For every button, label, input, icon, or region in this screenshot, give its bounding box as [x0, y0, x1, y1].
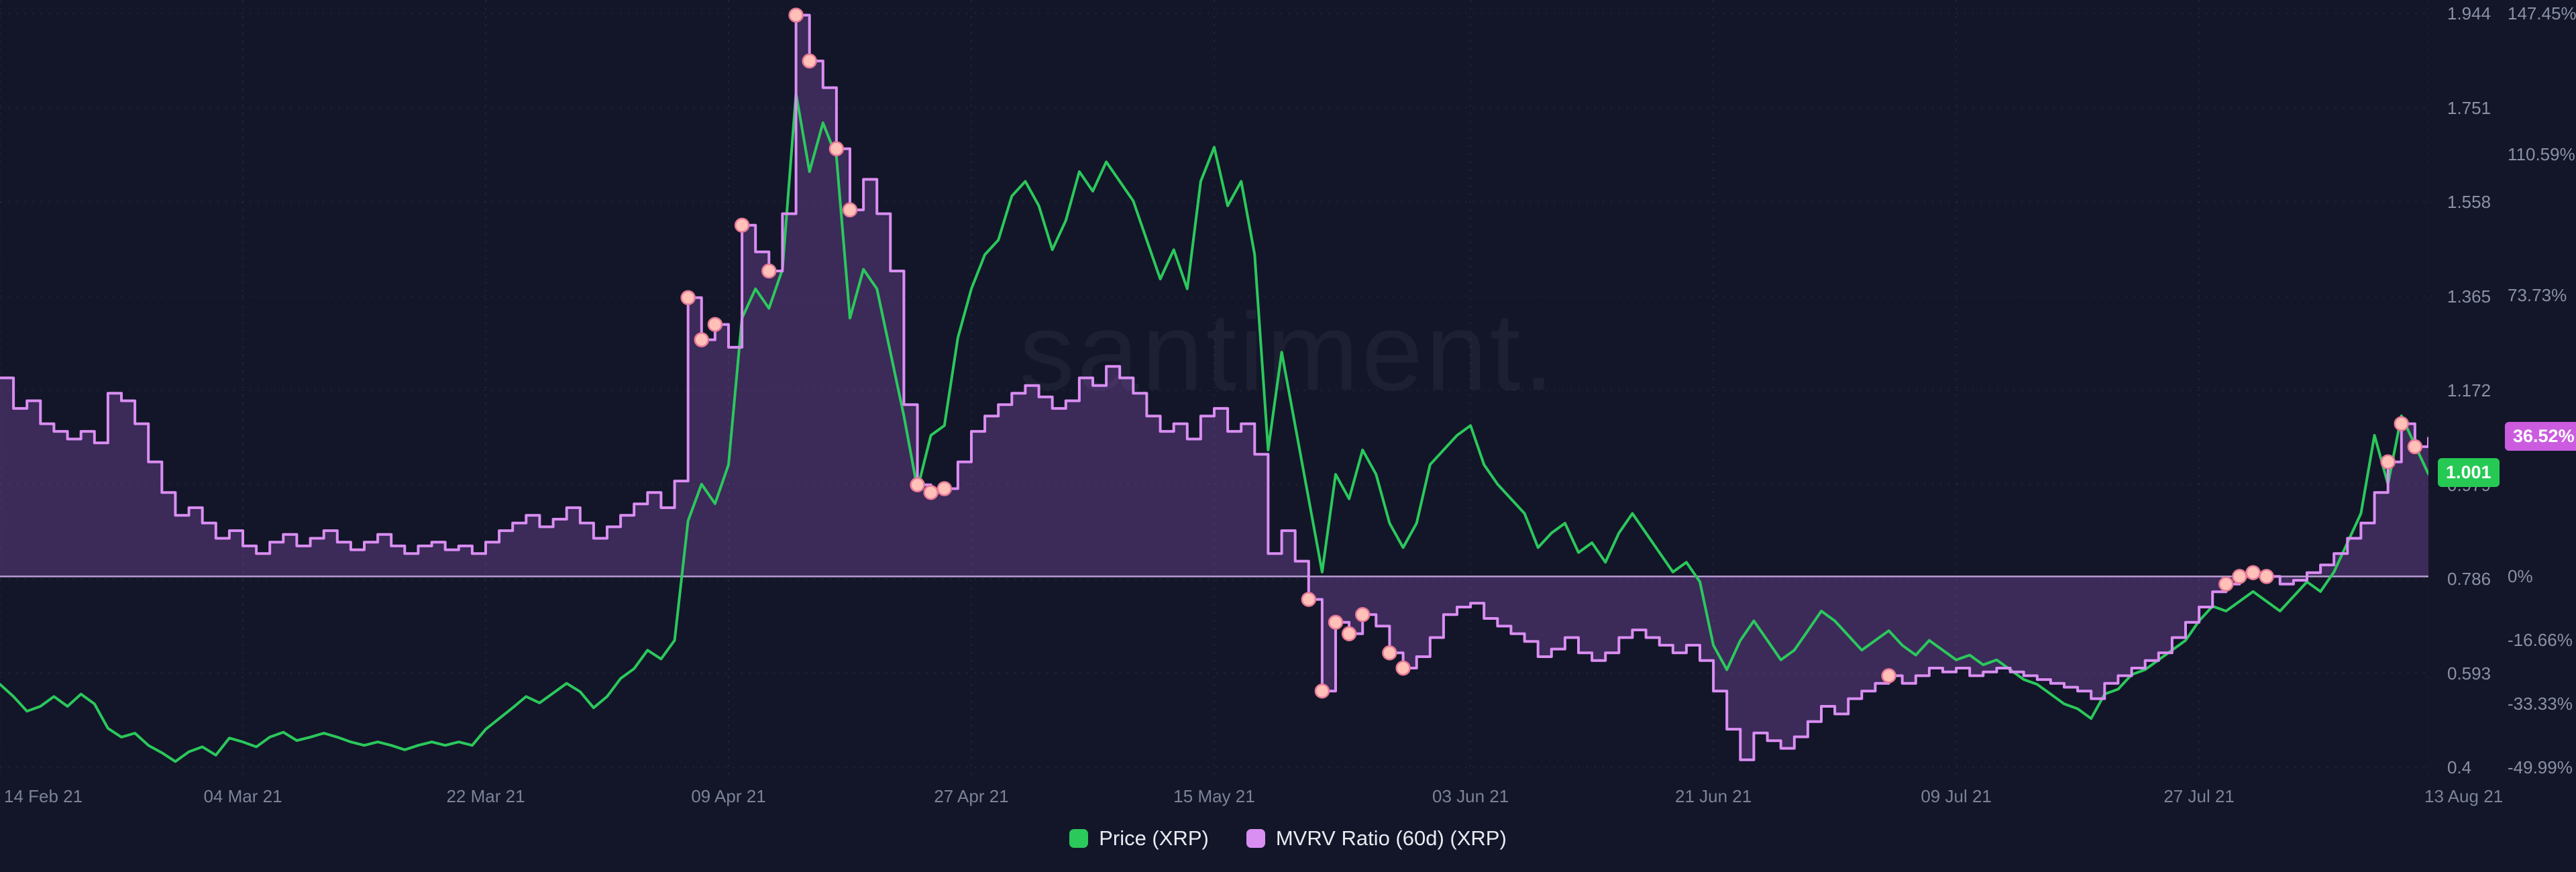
mvrv-marker-dot-icon [1341, 626, 1357, 642]
mvrv-series-swatch-icon [1246, 829, 1265, 848]
price-axis-tick-label: 0.593 [2447, 663, 2491, 684]
mvrv-marker-dot-icon [1314, 683, 1330, 699]
price-axis-tick-label: 0.4 [2447, 757, 2472, 777]
x-axis-tick-label: 22 Mar 21 [446, 786, 525, 806]
price-axis-tick-label: 1.558 [2447, 192, 2491, 212]
x-axis-tick-label: 15 May 21 [1173, 786, 1255, 806]
price-line [0, 92, 2428, 763]
watermark: santiment. [1019, 290, 1557, 413]
percent-axis-tick-label: -33.33% [2508, 694, 2573, 714]
mvrv-marker-dot-icon [923, 484, 938, 500]
chart-plot-area[interactable] [0, 0, 2428, 778]
mvrv-marker-dot-icon [2259, 569, 2274, 584]
price-axis-tick-label: 1.751 [2447, 97, 2491, 118]
legend-label-price: Price (XRP) [1099, 826, 1209, 850]
mvrv-marker-dot-icon [2407, 439, 2423, 455]
mvrv-marker-dot-icon [788, 7, 804, 23]
percent-axis-tick-label: 0% [2508, 566, 2533, 587]
mvrv-marker-dot-icon [828, 141, 845, 157]
mvrv-marker-dot-icon [2394, 416, 2410, 431]
price-axis-tick-label: 0.786 [2447, 569, 2491, 589]
mvrv-area [0, 15, 2428, 760]
x-axis-tick-label: 09 Apr 21 [691, 786, 766, 806]
x-axis-tick-label: 09 Jul 21 [1921, 786, 1992, 806]
legend-item-price[interactable]: Price (XRP) [1069, 826, 1209, 851]
mvrv-line [0, 13, 2428, 761]
x-axis-tick-label: 04 Mar 21 [203, 786, 282, 806]
price-axis-tick-label: 1.172 [2447, 380, 2491, 400]
x-axis-tick-label: 14 Feb 21 [4, 786, 83, 806]
percent-axis-tick-label: 110.59% [2508, 144, 2575, 164]
mvrv-marker-dot-icon [694, 332, 710, 347]
x-axis-tick-label: 27 Apr 21 [934, 786, 1009, 806]
mvrv-marker-dot-icon [2245, 565, 2261, 580]
mvrv-marker-dot-icon [910, 477, 925, 493]
mvrv-marker-dot-icon [1395, 660, 1411, 676]
price-current-value-badge: 1.001 [2438, 458, 2500, 488]
percent-axis-tick-label: 147.45% [2508, 3, 2576, 23]
mvrv-current-value-badge: 36.52% [2505, 421, 2576, 451]
legend-item-mvrv[interactable]: MVRV Ratio (60d) (XRP) [1246, 826, 1507, 851]
mvrv-marker-dot-icon [2218, 576, 2234, 592]
mvrv-marker-dot-icon [1301, 592, 1317, 607]
price-axis-tick-label: 1.365 [2447, 286, 2491, 307]
chart-legend: Price (XRP) MVRV Ratio (60d) (XRP) [0, 826, 2576, 851]
percent-axis-tick-label: -16.66% [2508, 630, 2573, 651]
mvrv-marker-dot-icon [2232, 569, 2247, 584]
price-series-swatch-icon [1069, 829, 1089, 848]
percent-axis-tick-label: -49.99% [2508, 757, 2573, 777]
mvrv-marker-dot-icon [1382, 645, 1397, 661]
legend-label-mvrv: MVRV Ratio (60d) (XRP) [1275, 826, 1507, 850]
mvrv-marker-dot-icon [2380, 454, 2396, 470]
mvrv-marker-dot-icon [734, 217, 750, 233]
mvrv-marker-dot-icon [936, 481, 953, 496]
mvrv-marker-dot-icon [1881, 668, 1896, 684]
x-axis-tick-label: 21 Jun 21 [1675, 786, 1752, 806]
percent-axis-tick-label: 73.73% [2508, 284, 2567, 305]
mvrv-marker-dot-icon [802, 53, 817, 69]
mvrv-marker-dot-icon [1354, 607, 1371, 622]
x-axis-tick-label: 27 Jul 21 [2163, 786, 2235, 806]
mvrv-marker-dot-icon [761, 263, 777, 279]
x-axis-tick-label: 13 Aug 21 [2424, 786, 2504, 806]
mvrv-marker-dot-icon [842, 202, 858, 218]
mvrv-marker-dot-icon [707, 317, 723, 332]
mvrv-marker-dot-icon [680, 290, 696, 306]
price-axis-tick-label: 1.944 [2447, 3, 2491, 23]
x-axis-tick-label: 03 Jun 21 [1432, 786, 1509, 806]
mvrv-marker-dot-icon [1328, 614, 1344, 630]
